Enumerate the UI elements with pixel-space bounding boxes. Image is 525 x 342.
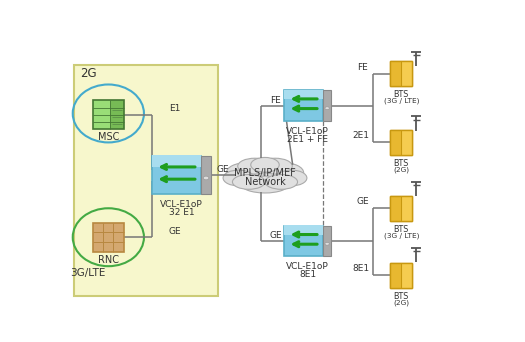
Bar — [401, 62, 413, 87]
Text: VCL-E1oP: VCL-E1oP — [286, 262, 329, 271]
Ellipse shape — [238, 158, 272, 174]
Text: 2E1: 2E1 — [352, 131, 369, 140]
Text: VCL-E1oP: VCL-E1oP — [160, 200, 203, 209]
Text: BTS: BTS — [394, 90, 409, 100]
Text: BTS: BTS — [394, 225, 409, 234]
Ellipse shape — [226, 163, 267, 183]
Circle shape — [203, 176, 209, 180]
Bar — [390, 62, 401, 87]
Circle shape — [325, 107, 329, 110]
Text: (2G): (2G) — [393, 299, 410, 306]
Bar — [93, 100, 123, 129]
Bar — [285, 226, 323, 256]
Text: E1: E1 — [169, 105, 180, 114]
Bar — [390, 196, 413, 221]
Bar — [390, 130, 413, 155]
Ellipse shape — [223, 170, 254, 186]
Bar — [390, 196, 413, 221]
Bar — [110, 100, 123, 129]
Ellipse shape — [258, 158, 292, 174]
Bar — [401, 196, 413, 221]
Bar — [323, 90, 331, 121]
Text: 2G: 2G — [80, 67, 96, 80]
Bar — [285, 90, 323, 121]
Ellipse shape — [276, 170, 307, 186]
Text: BTS: BTS — [394, 159, 409, 168]
Text: RNC: RNC — [98, 254, 119, 265]
Text: Network: Network — [245, 177, 286, 187]
Text: GE: GE — [168, 227, 181, 236]
Text: 3G/LTE: 3G/LTE — [70, 268, 106, 278]
Text: (3G / LTE): (3G / LTE) — [384, 98, 419, 104]
Bar — [285, 90, 323, 99]
Bar — [390, 263, 401, 288]
Text: (3G / LTE): (3G / LTE) — [384, 232, 419, 238]
Bar — [93, 100, 110, 129]
Ellipse shape — [263, 163, 303, 183]
Text: VCL-E1oP: VCL-E1oP — [286, 127, 329, 136]
Text: 2E1 + FE: 2E1 + FE — [287, 135, 328, 144]
Bar — [93, 223, 123, 252]
Bar — [201, 156, 211, 195]
Bar — [74, 65, 218, 297]
Bar — [390, 196, 401, 221]
Circle shape — [325, 242, 329, 245]
Bar — [401, 130, 413, 155]
Bar — [390, 263, 413, 288]
Ellipse shape — [233, 174, 265, 189]
Bar — [390, 62, 413, 87]
Bar — [152, 156, 201, 167]
Bar — [390, 130, 401, 155]
Ellipse shape — [265, 174, 298, 189]
Text: 32 E1: 32 E1 — [169, 208, 194, 218]
Text: FE: FE — [270, 96, 281, 105]
Ellipse shape — [238, 163, 291, 187]
Bar — [390, 130, 413, 155]
Text: MPLS/IP/MEF: MPLS/IP/MEF — [234, 168, 296, 178]
Text: FE: FE — [358, 63, 368, 72]
Bar — [390, 62, 413, 87]
Bar — [323, 226, 331, 256]
Bar — [390, 263, 413, 288]
Text: GE: GE — [356, 197, 369, 206]
Ellipse shape — [242, 176, 289, 193]
Text: MSC: MSC — [98, 132, 119, 142]
Bar — [401, 263, 413, 288]
Text: GE: GE — [216, 165, 229, 174]
Bar — [285, 225, 323, 235]
Text: (2G): (2G) — [393, 166, 410, 173]
Ellipse shape — [251, 157, 279, 172]
Bar — [152, 156, 201, 195]
Text: BTS: BTS — [394, 292, 409, 301]
Text: 8E1: 8E1 — [352, 264, 369, 273]
Text: 8E1: 8E1 — [299, 270, 316, 279]
Text: GE: GE — [269, 232, 282, 240]
